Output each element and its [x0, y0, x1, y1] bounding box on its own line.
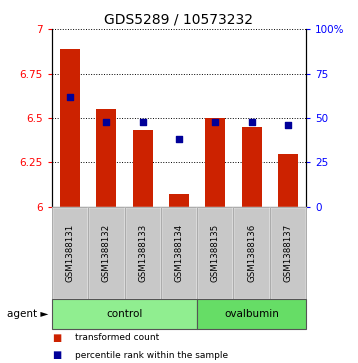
- Point: [249, 119, 255, 125]
- Bar: [233, 207, 270, 299]
- Bar: [270, 207, 306, 299]
- Text: GSM1388135: GSM1388135: [211, 224, 220, 282]
- Text: ■: ■: [52, 333, 61, 343]
- Bar: [88, 207, 125, 299]
- Bar: [133, 130, 153, 207]
- Text: GSM1388131: GSM1388131: [66, 224, 74, 282]
- Bar: [278, 154, 298, 207]
- Bar: [60, 49, 80, 207]
- Point: [140, 119, 146, 125]
- Bar: [52, 299, 197, 329]
- Bar: [125, 207, 161, 299]
- Text: percentile rank within the sample: percentile rank within the sample: [75, 351, 228, 359]
- Text: GDS5289 / 10573232: GDS5289 / 10573232: [105, 13, 253, 27]
- Text: GSM1388137: GSM1388137: [284, 224, 292, 282]
- Bar: [88, 207, 125, 299]
- Bar: [197, 207, 233, 299]
- Point: [176, 136, 182, 142]
- Bar: [169, 195, 189, 207]
- Text: ■: ■: [52, 350, 61, 360]
- Bar: [52, 207, 88, 299]
- Bar: [270, 207, 306, 299]
- Text: control: control: [106, 309, 143, 319]
- Bar: [52, 207, 88, 299]
- Bar: [125, 207, 161, 299]
- Text: GSM1388132: GSM1388132: [102, 224, 111, 282]
- Point: [212, 119, 218, 125]
- Text: GSM1388133: GSM1388133: [138, 224, 147, 282]
- Bar: [242, 127, 262, 207]
- Text: GSM1388134: GSM1388134: [174, 224, 184, 282]
- Text: agent ►: agent ►: [7, 309, 48, 319]
- Bar: [233, 207, 270, 299]
- Text: ovalbumin: ovalbumin: [224, 309, 279, 319]
- Bar: [161, 207, 197, 299]
- Point: [67, 94, 73, 99]
- Bar: [161, 207, 197, 299]
- Point: [103, 119, 109, 125]
- Bar: [197, 207, 233, 299]
- Point: [285, 122, 291, 128]
- Text: GSM1388136: GSM1388136: [247, 224, 256, 282]
- Bar: [197, 299, 306, 329]
- Text: transformed count: transformed count: [75, 333, 159, 342]
- Bar: [96, 109, 116, 207]
- Bar: [205, 118, 225, 207]
